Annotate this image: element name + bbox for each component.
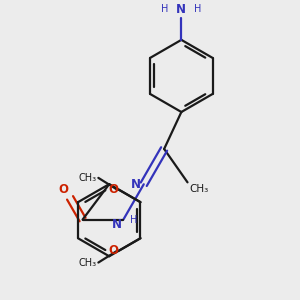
Text: N: N: [130, 178, 141, 191]
Text: CH₃: CH₃: [79, 257, 97, 268]
Text: CH₃: CH₃: [189, 184, 208, 194]
Text: O: O: [109, 244, 119, 257]
Text: N: N: [112, 218, 122, 231]
Text: O: O: [109, 183, 119, 196]
Text: N: N: [176, 3, 186, 16]
Text: H: H: [161, 4, 169, 14]
Text: O: O: [58, 183, 68, 196]
Text: H: H: [194, 4, 201, 14]
Text: CH₃: CH₃: [79, 173, 97, 183]
Text: H: H: [130, 215, 138, 225]
